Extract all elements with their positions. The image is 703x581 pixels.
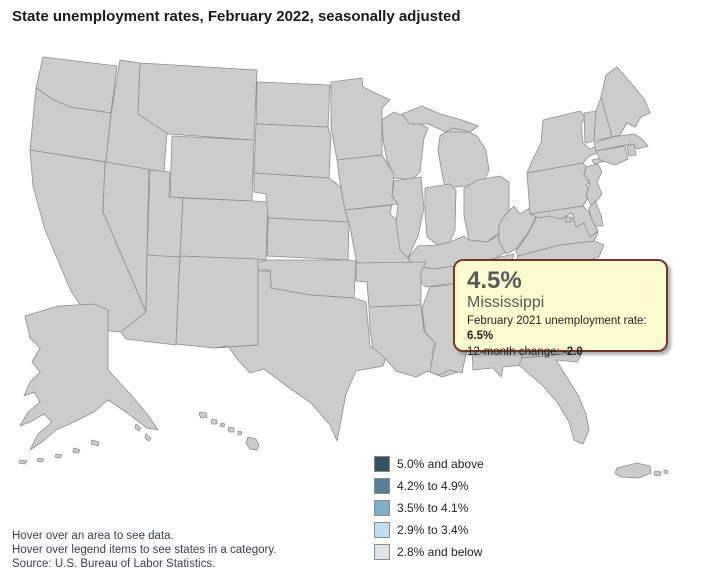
state-il[interactable] — [391, 176, 425, 259]
state-wy[interactable] — [169, 135, 255, 202]
state-ne[interactable] — [253, 172, 350, 223]
state-nm[interactable] — [175, 255, 259, 349]
legend-swatch-5.0-and-above — [374, 456, 390, 472]
state-ak[interactable] — [18, 303, 159, 465]
legend-item-2.8-and-below[interactable]: 2.8% and below — [374, 544, 484, 560]
footer-notes: Hover over an area to see data. Hover ov… — [12, 529, 276, 571]
state-tx[interactable] — [213, 270, 387, 442]
legend-swatch-2.8-and-below — [374, 544, 390, 560]
legend-label: 2.9% to 3.4% — [397, 523, 469, 537]
legend-item-4.2-to-4.9[interactable]: 4.2% to 4.9% — [374, 478, 484, 494]
note-source: Source: U.S. Bureau of Labor Statistics. — [12, 558, 216, 571]
state-hi[interactable] — [198, 411, 260, 451]
state-fl[interactable] — [518, 343, 590, 445]
map-legend: 5.0% and above 4.2% to 4.9% 3.5% to 4.1%… — [374, 456, 484, 566]
map-tooltip: 4.5% Mississippi February 2021 unemploym… — [453, 259, 668, 358]
state-nj[interactable] — [583, 163, 603, 208]
tooltip-prev-rate-value: 6.5% — [467, 329, 494, 342]
state-pr[interactable] — [614, 462, 669, 479]
note-hover-area: Hover over an area to see data. — [12, 530, 174, 542]
legend-label: 5.0% and above — [397, 457, 484, 471]
state-dc[interactable] — [565, 216, 572, 223]
state-mn[interactable] — [330, 77, 391, 161]
page-title: State unemployment rates, February 2022,… — [12, 8, 461, 25]
state-md[interactable] — [529, 205, 599, 238]
state-co[interactable] — [179, 197, 269, 261]
state-in[interactable] — [424, 183, 457, 246]
legend-label: 3.5% to 4.1% — [397, 501, 469, 515]
state-mt[interactable] — [137, 62, 258, 141]
tooltip-rate: 4.5% — [467, 267, 522, 294]
legend-swatch-4.2-to-4.9 — [374, 478, 390, 494]
legend-item-2.9-to-3.4[interactable]: 2.9% to 3.4% — [374, 522, 484, 538]
tooltip-prev-rate-line: February 2021 unemployment rate: 6.5% — [467, 315, 647, 342]
tooltip-change-line: 12-month change: -2.0 — [467, 345, 583, 358]
state-ar[interactable] — [355, 261, 427, 308]
legend-item-3.5-to-4.1[interactable]: 3.5% to 4.1% — [374, 500, 484, 516]
tooltip-state-name: Mississippi — [467, 294, 545, 312]
state-sd[interactable] — [253, 123, 332, 179]
legend-label: 2.8% and below — [397, 545, 483, 559]
note-hover-legend: Hover over legend items to see states in… — [12, 544, 277, 557]
legend-swatch-3.5-to-4.1 — [374, 500, 390, 516]
legend-swatch-2.9-to-3.4 — [374, 522, 390, 538]
legend-item-5.0-and-above[interactable]: 5.0% and above — [374, 456, 484, 472]
state-wv[interactable] — [498, 205, 538, 255]
state-me[interactable] — [600, 66, 651, 138]
state-mi[interactable] — [401, 105, 490, 189]
state-ct[interactable] — [595, 145, 629, 166]
state-ri[interactable] — [626, 143, 637, 157]
state-ks[interactable] — [266, 217, 350, 261]
tooltip-change-value: -2.0 — [562, 345, 583, 358]
legend-label: 4.2% to 4.9% — [397, 479, 469, 493]
state-nd[interactable] — [255, 81, 331, 128]
